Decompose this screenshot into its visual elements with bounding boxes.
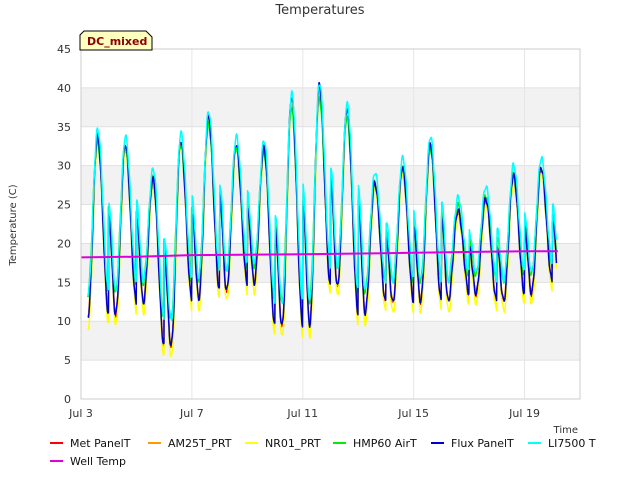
legend-label-met: Met PanelT [70, 437, 131, 450]
x-tick-label: Jul 7 [179, 407, 204, 420]
legend-label-well: Well Temp [70, 455, 126, 468]
plot-band [81, 126, 580, 166]
plot-border [80, 48, 581, 400]
badge-box [79, 30, 153, 51]
badge-label: DC_mixed [87, 35, 147, 48]
x-tick-label: Jul 3 [68, 407, 93, 420]
axes: 0 5 10 15 20 25 30 35 40 45 Jul 3 Jul 7 Jul 11 Jul 15… [57, 43, 581, 420]
series-layer [80, 81, 558, 357]
legend: Met PanelT AM25T_PRT NR01_PRT HMP60 AirT Flu… [50, 437, 596, 468]
x-tick-label: Jul 15 [397, 407, 429, 420]
plot-band [81, 49, 580, 88]
legend-label-am25t: AM25T_PRT [168, 437, 232, 450]
plot-band [81, 87, 580, 127]
legend-label-flux: Flux PanelT [451, 437, 514, 450]
series-line-li7500 [87, 84, 558, 322]
chart-title: Temperatures [274, 3, 364, 18]
legend-label-li7500: LI7500 T [548, 437, 596, 450]
y-tick-label: 0 [64, 393, 71, 406]
y-tick-label: 40 [57, 82, 71, 95]
y-tick-label: 35 [57, 121, 71, 134]
plot-band [81, 360, 580, 399]
y-tick-label: 5 [64, 354, 71, 367]
x-axis-label: Time [553, 425, 578, 436]
y-tick-label: 20 [57, 237, 71, 250]
x-tick-label: Jul 11 [286, 407, 318, 420]
y-tick-label: 30 [57, 160, 71, 173]
legend-label-hmp60: HMP60 AirT [353, 437, 417, 450]
y-axis-label: Temperature (C) [8, 184, 19, 266]
dataset-badge: DC_mixed [79, 30, 153, 51]
y-tick-label: 45 [57, 43, 71, 56]
legend-label-nr01: NR01_PRT [265, 437, 321, 450]
y-tick-label: 10 [57, 315, 71, 328]
y-tick-label: 15 [57, 276, 71, 289]
plot-band [81, 321, 580, 361]
x-tick-label: Jul 19 [508, 407, 540, 420]
series-line-well [80, 250, 558, 259]
y-tick-label: 25 [57, 199, 71, 212]
